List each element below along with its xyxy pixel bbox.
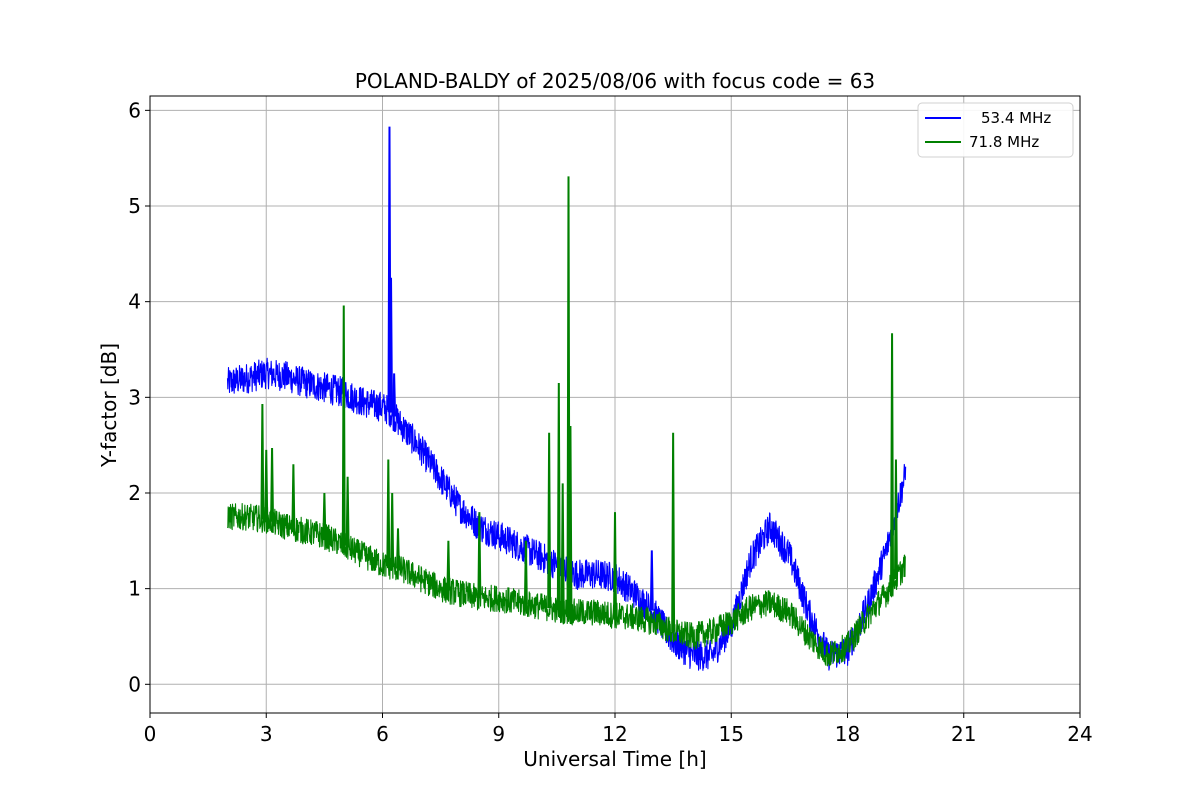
spike-71-8-mhz bbox=[547, 432, 552, 609]
y-axis-label: Y-factor [dB] bbox=[97, 343, 121, 468]
x-tick-label: 18 bbox=[835, 722, 860, 746]
spike-53-4-mhz bbox=[389, 277, 393, 413]
y-tick-label: 4 bbox=[128, 290, 141, 314]
series-53-4-mhz bbox=[226, 126, 907, 671]
spike-71-8-mhz bbox=[322, 492, 327, 537]
x-tick-label: 0 bbox=[144, 722, 157, 746]
y-tick-label: 0 bbox=[128, 672, 141, 696]
spike-71-8-mhz bbox=[523, 540, 528, 605]
spike-71-8-mhz bbox=[390, 492, 395, 568]
x-tick-label: 24 bbox=[1067, 722, 1092, 746]
legend: 53.4 MHz 71.8 MHz bbox=[917, 102, 1074, 158]
spike-71-8-mhz bbox=[386, 459, 391, 567]
series-line-53-4-mhz bbox=[226, 357, 907, 671]
series-71-8-mhz bbox=[226, 176, 906, 667]
legend-label-71-8-mhz: 71.8 MHz bbox=[969, 133, 1039, 151]
spike-71-8-mhz bbox=[396, 528, 400, 569]
spike-71-8-mhz bbox=[568, 426, 573, 612]
spike-71-8-mhz bbox=[566, 176, 571, 612]
spike-53-4-mhz bbox=[649, 550, 654, 611]
spike-71-8-mhz bbox=[446, 540, 451, 591]
legend-box bbox=[917, 102, 1074, 158]
x-tick-label: 3 bbox=[260, 722, 273, 746]
spike-71-8-mhz bbox=[613, 512, 617, 616]
x-tick-label: 9 bbox=[492, 722, 505, 746]
x-tick-label: 6 bbox=[376, 722, 389, 746]
y-tick-label: 2 bbox=[128, 481, 141, 505]
x-tick-label: 15 bbox=[719, 722, 744, 746]
y-tick-label: 5 bbox=[128, 194, 141, 218]
y-tick-label: 1 bbox=[128, 577, 141, 601]
spike-71-8-mhz bbox=[671, 432, 676, 632]
spike-71-8-mhz bbox=[556, 382, 561, 610]
x-tick-label: 12 bbox=[602, 722, 627, 746]
spike-71-8-mhz bbox=[341, 305, 346, 546]
y-tick-label: 6 bbox=[128, 98, 141, 122]
chart-title: POLAND-BALDY of 2025/08/06 with focus co… bbox=[355, 69, 875, 93]
spike-71-8-mhz bbox=[890, 333, 895, 585]
legend-label-53-4-mhz: 53.4 MHz bbox=[981, 109, 1051, 127]
x-axis-label: Universal Time [h] bbox=[523, 747, 706, 771]
spike-71-8-mhz bbox=[560, 483, 565, 611]
series-line-71-8-mhz bbox=[226, 503, 906, 667]
spike-71-8-mhz bbox=[893, 459, 898, 580]
spike-71-8-mhz bbox=[291, 464, 296, 529]
spike-71-8-mhz bbox=[477, 512, 482, 599]
spike-71-8-mhz bbox=[264, 449, 269, 520]
x-tick-label: 21 bbox=[951, 722, 976, 746]
y-tick-label: 3 bbox=[128, 385, 141, 409]
spike-71-8-mhz bbox=[345, 476, 350, 548]
spike-53-4-mhz bbox=[392, 373, 397, 417]
spike-71-8-mhz bbox=[270, 448, 275, 522]
spike-71-8-mhz bbox=[260, 404, 265, 520]
series-layer bbox=[226, 126, 907, 671]
